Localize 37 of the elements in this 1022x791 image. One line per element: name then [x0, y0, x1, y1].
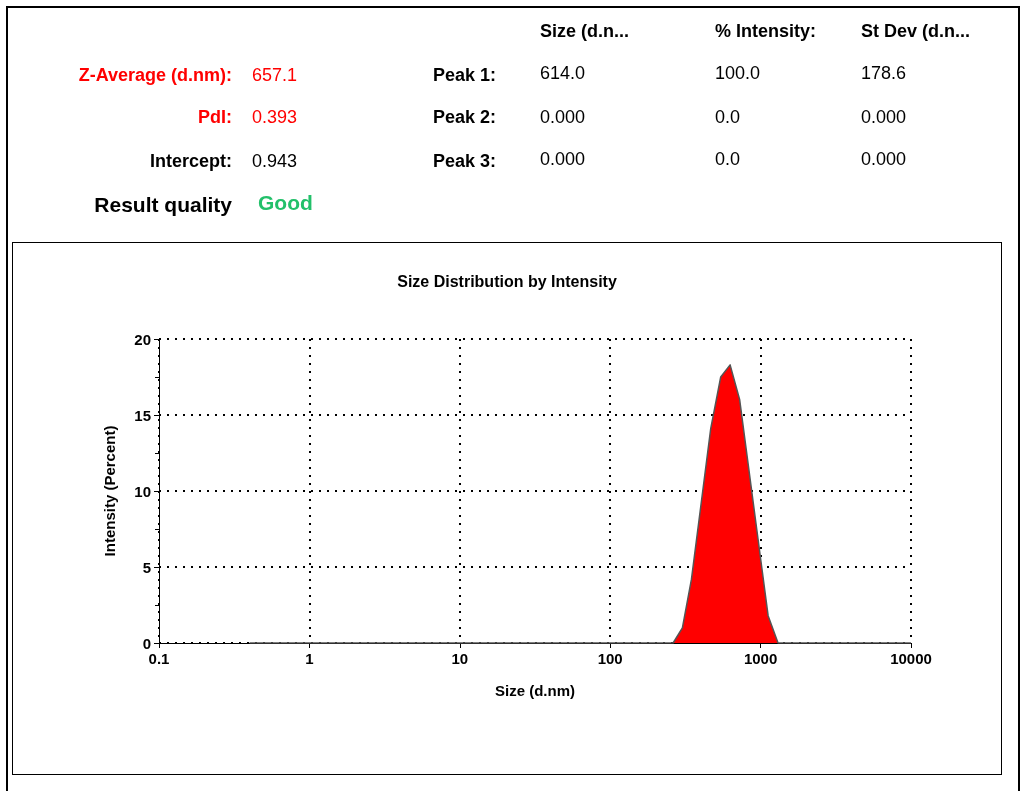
- x-tick-label: 10000: [890, 650, 932, 667]
- text: 0.0: [715, 106, 741, 128]
- text: 0.000: [540, 148, 586, 170]
- text: St Dev (d.n...: [861, 20, 971, 42]
- text: 657.1: [252, 64, 298, 86]
- y-tick-label: 5: [142, 558, 151, 576]
- text: Z-Average (d.nm):: [78, 64, 232, 86]
- text: Size (d.n...: [540, 20, 630, 42]
- text: 100.0: [715, 62, 761, 84]
- text: 0.943: [252, 150, 298, 172]
- x-tick-label: 0.1: [148, 650, 170, 667]
- x-tick-label: 1000: [743, 650, 778, 667]
- text: Good: [258, 190, 313, 216]
- x-tick-label: 100: [597, 650, 623, 667]
- chart-title: Size Distribution by Intensity: [397, 272, 617, 290]
- text: Intercept:: [149, 150, 232, 172]
- text: 0.000: [861, 106, 907, 128]
- text: Peak 3:: [432, 150, 496, 172]
- y-axis-title: Intensity (Percent): [101, 425, 118, 557]
- x-tick-label: 1: [305, 650, 314, 667]
- x-tick-label: 10: [451, 650, 469, 667]
- y-tick-label: 20: [134, 330, 151, 348]
- text: % Intensity:: [715, 20, 817, 42]
- text: Peak 1:: [432, 64, 496, 86]
- text: Result quality: [94, 192, 232, 218]
- y-tick-label: 0: [142, 634, 151, 652]
- text: 614.0: [540, 62, 586, 84]
- text: 0.000: [861, 148, 907, 170]
- text: 178.6: [861, 62, 907, 84]
- text: 0.393: [252, 106, 298, 128]
- y-tick-label: 10: [134, 482, 151, 500]
- y-tick-label: 15: [134, 406, 151, 424]
- text: PdI:: [198, 106, 232, 128]
- x-axis-title: Size (d.nm): [494, 682, 576, 699]
- text: Peak 2:: [432, 106, 496, 128]
- text: 0.000: [540, 106, 586, 128]
- text: 0.0: [715, 148, 741, 170]
